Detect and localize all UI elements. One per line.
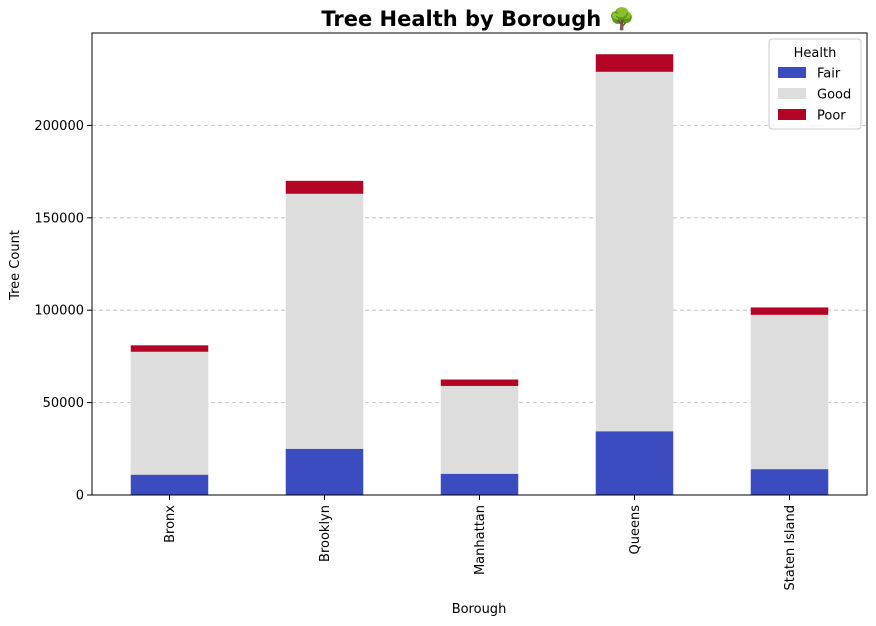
bars — [130, 54, 829, 495]
bar-good — [440, 385, 519, 474]
bar-good — [750, 314, 829, 470]
bar-good — [595, 71, 674, 432]
chart-title: Tree Health by Borough 🌳 — [321, 6, 634, 31]
x-axis-label: Borough — [452, 602, 507, 617]
legend-frame — [768, 38, 862, 130]
bar-poor — [285, 180, 364, 194]
bar-fair — [130, 474, 209, 495]
y-tick-label: 200000 — [34, 119, 84, 134]
x-tick-label: Staten Island — [783, 505, 798, 590]
legend-label-good: Good — [817, 88, 851, 103]
x-tick-label: Bronx — [163, 505, 178, 543]
bar-fair — [750, 469, 829, 495]
legend-title: Health — [794, 46, 837, 61]
axes: 0 50000 100000 150000 200000 Bronx Brooklyn Man… — [34, 32, 868, 590]
bar-poor — [130, 345, 209, 352]
legend: Health Fair Good Poor — [768, 38, 862, 130]
y-axis-label: Tree Count — [8, 230, 23, 301]
x-tick-label: Queens — [628, 505, 643, 555]
y-tick-label: 150000 — [34, 211, 84, 226]
bar-good — [285, 193, 364, 449]
x-tick-label: Brooklyn — [318, 505, 333, 562]
plot-frame — [91, 32, 868, 496]
legend-swatch-good — [778, 88, 806, 99]
bar-poor — [440, 379, 519, 386]
legend-label-fair: Fair — [817, 67, 841, 82]
x-tick-label: Manhattan — [473, 505, 488, 575]
legend-items: Fair Good Poor — [778, 67, 851, 124]
y-tick-label: 0 — [76, 489, 84, 504]
bar-fair — [440, 473, 519, 495]
legend-label-poor: Poor — [817, 109, 846, 124]
legend-swatch-fair — [778, 67, 806, 78]
bar-fair — [595, 431, 674, 495]
bar-poor — [750, 307, 829, 315]
y-tick-label: 100000 — [34, 304, 84, 319]
bar-fair — [285, 448, 364, 495]
bar-good — [130, 351, 209, 475]
bar-poor — [595, 54, 674, 72]
legend-swatch-poor — [778, 109, 806, 120]
y-tick-label: 50000 — [43, 396, 84, 411]
